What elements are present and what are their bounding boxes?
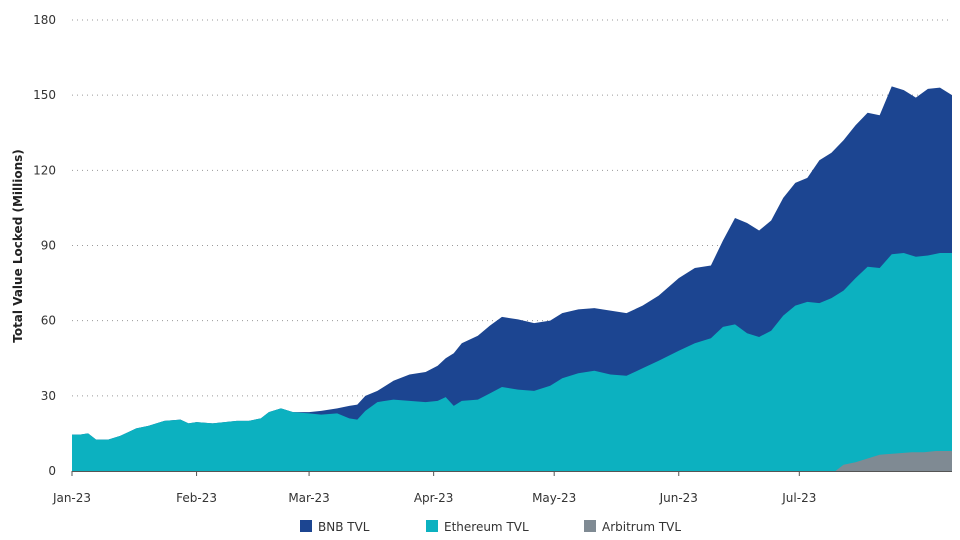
legend-swatch-ethereum-tvl (426, 520, 438, 532)
y-tick-label-30: 30 (41, 389, 56, 403)
y-tick-label-60: 60 (41, 314, 56, 328)
legend-label-ethereum-tvl: Ethereum TVL (444, 520, 529, 534)
y-tick-label-90: 90 (41, 239, 56, 253)
axes: 0 30 60 90 120 150 180 Jan-23 Feb-23 Mar-23 Apr-23… (33, 13, 952, 505)
legend-swatch-arbitrum-tvl (584, 520, 596, 532)
legend-swatch-bnb-tvl (300, 520, 312, 532)
legend-label-arbitrum-tvl: Arbitrum TVL (602, 520, 681, 534)
x-tick-label-Apr-23: Apr-23 (414, 491, 454, 505)
x-tick-label-Feb-23: Feb-23 (176, 491, 217, 505)
legend-label-bnb-tvl: BNB TVL (318, 520, 370, 534)
x-tick-label-Mar-23: Mar-23 (288, 491, 329, 505)
area-ethereum-tvl (72, 253, 952, 471)
y-tick-label-0: 0 (48, 464, 56, 478)
x-tick-label-Jan-23: Jan-23 (52, 491, 91, 505)
y-tick-label-150: 150 (33, 88, 56, 102)
y-axis-label: Total Value Locked (Millions) (11, 149, 25, 343)
x-tick-label-Jul-23: Jul-23 (781, 491, 816, 505)
y-tick-label-180: 180 (33, 13, 56, 27)
legend: BNB TVL Ethereum TVL Arbitrum TVL (300, 520, 681, 534)
area-arbitrum-tvl (72, 450, 952, 471)
x-tick-label-Jun-23: Jun-23 (659, 491, 698, 505)
y-tick-label-120: 120 (33, 163, 56, 177)
x-tick-label-May-23: May-23 (532, 491, 576, 505)
area-series (72, 86, 952, 472)
